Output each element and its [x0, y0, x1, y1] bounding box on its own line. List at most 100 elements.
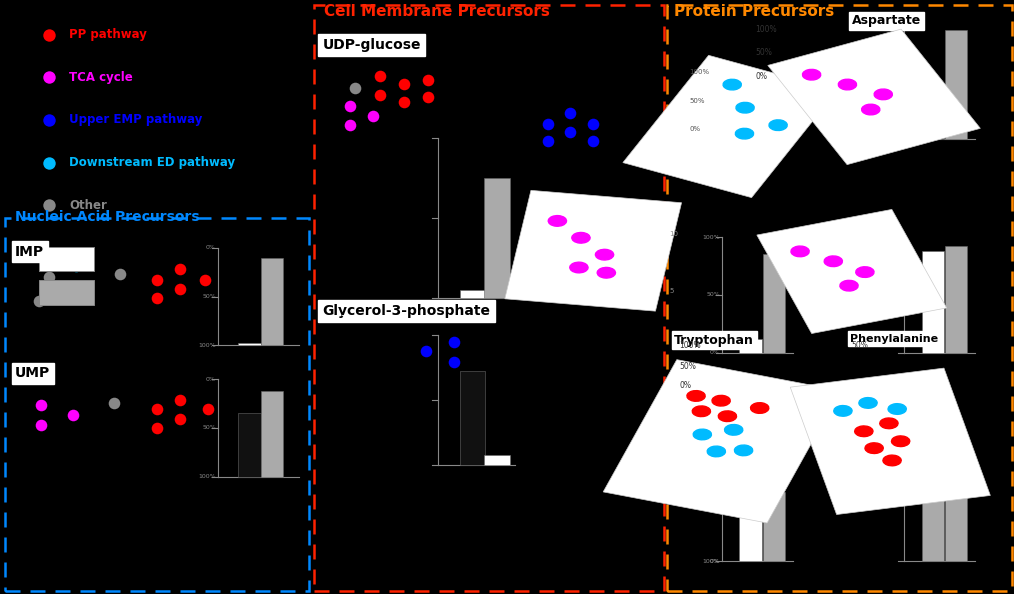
- Circle shape: [736, 102, 754, 113]
- Circle shape: [595, 249, 613, 260]
- Point: [41, 30, 57, 39]
- Bar: [485, 178, 509, 298]
- Bar: [460, 371, 486, 465]
- Bar: [485, 454, 509, 465]
- Text: 0%: 0%: [710, 350, 720, 355]
- Circle shape: [597, 267, 615, 278]
- Point: [562, 128, 578, 137]
- Circle shape: [839, 79, 857, 90]
- Point: [395, 97, 412, 106]
- Circle shape: [572, 232, 590, 243]
- Bar: [603, 359, 841, 523]
- Text: 50%: 50%: [755, 49, 773, 58]
- Circle shape: [824, 256, 843, 267]
- Circle shape: [874, 89, 892, 100]
- Point: [585, 119, 601, 128]
- Point: [65, 410, 81, 420]
- Point: [149, 293, 165, 303]
- Text: Cell Membrane Precursors: Cell Membrane Precursors: [324, 4, 551, 19]
- Bar: [505, 190, 681, 311]
- Bar: [790, 368, 991, 514]
- Bar: [623, 55, 838, 198]
- Circle shape: [735, 128, 753, 139]
- Text: Protein Precursors: Protein Precursors: [674, 4, 835, 19]
- Bar: [238, 343, 261, 346]
- Text: 50%: 50%: [202, 294, 216, 299]
- Text: 100%: 100%: [679, 342, 701, 350]
- Circle shape: [855, 426, 873, 437]
- Text: 50%: 50%: [706, 501, 720, 506]
- Text: 0%: 0%: [755, 72, 768, 81]
- Text: 0%: 0%: [710, 559, 720, 564]
- Bar: [945, 30, 967, 140]
- Point: [365, 111, 381, 121]
- Bar: [238, 413, 261, 477]
- Point: [342, 121, 358, 130]
- Point: [539, 119, 556, 128]
- Bar: [945, 457, 967, 561]
- Text: UMP: UMP: [15, 366, 51, 380]
- Bar: [739, 339, 762, 353]
- Circle shape: [802, 69, 820, 80]
- Bar: [922, 492, 944, 561]
- Bar: [945, 247, 967, 353]
- Point: [41, 72, 57, 82]
- Text: Glycerol-3-phosphate: Glycerol-3-phosphate: [322, 304, 491, 318]
- Text: 100%: 100%: [703, 444, 720, 448]
- Point: [562, 109, 578, 118]
- Bar: [460, 290, 486, 298]
- Point: [172, 395, 189, 405]
- Bar: [261, 391, 283, 477]
- Circle shape: [725, 425, 743, 435]
- Point: [420, 75, 436, 85]
- Point: [32, 421, 49, 430]
- Text: Downstream ED pathway: Downstream ED pathway: [69, 156, 235, 169]
- Point: [41, 273, 57, 282]
- Point: [342, 101, 358, 110]
- Text: 130: 130: [340, 315, 356, 324]
- Text: 5: 5: [669, 288, 673, 295]
- Point: [172, 285, 189, 294]
- Text: 100%: 100%: [199, 343, 216, 348]
- Circle shape: [834, 406, 852, 416]
- Circle shape: [718, 411, 736, 422]
- Point: [420, 92, 436, 102]
- Point: [372, 71, 388, 81]
- Circle shape: [880, 418, 898, 429]
- Text: 50%: 50%: [690, 98, 705, 104]
- Bar: [261, 258, 283, 346]
- Point: [41, 200, 57, 210]
- Circle shape: [693, 406, 711, 416]
- Text: Upper EMP pathway: Upper EMP pathway: [69, 113, 203, 127]
- Text: 0%: 0%: [206, 377, 216, 382]
- Text: 10: 10: [669, 231, 678, 237]
- Point: [105, 399, 122, 408]
- Circle shape: [888, 404, 907, 415]
- Point: [347, 83, 363, 93]
- Text: 0%: 0%: [206, 245, 216, 250]
- Point: [41, 115, 57, 125]
- Point: [149, 424, 165, 433]
- Bar: [922, 251, 944, 353]
- Point: [172, 264, 189, 273]
- Bar: [763, 254, 785, 353]
- Circle shape: [769, 120, 787, 131]
- Circle shape: [686, 391, 705, 402]
- Text: 100%: 100%: [703, 235, 720, 239]
- Text: 50%: 50%: [202, 425, 216, 431]
- Bar: [922, 134, 944, 140]
- Circle shape: [549, 216, 567, 226]
- Point: [172, 415, 189, 424]
- Text: Phenylalanine: Phenylalanine: [850, 334, 938, 343]
- Text: 0%: 0%: [679, 381, 692, 390]
- Text: 0%: 0%: [892, 21, 902, 27]
- Text: Other: Other: [69, 198, 106, 211]
- Circle shape: [862, 104, 880, 115]
- Circle shape: [723, 79, 741, 90]
- Point: [149, 276, 165, 285]
- Point: [418, 347, 434, 356]
- Text: 100%: 100%: [885, 21, 902, 27]
- Bar: [768, 29, 981, 165]
- Circle shape: [859, 397, 877, 408]
- Text: 50%: 50%: [706, 292, 720, 298]
